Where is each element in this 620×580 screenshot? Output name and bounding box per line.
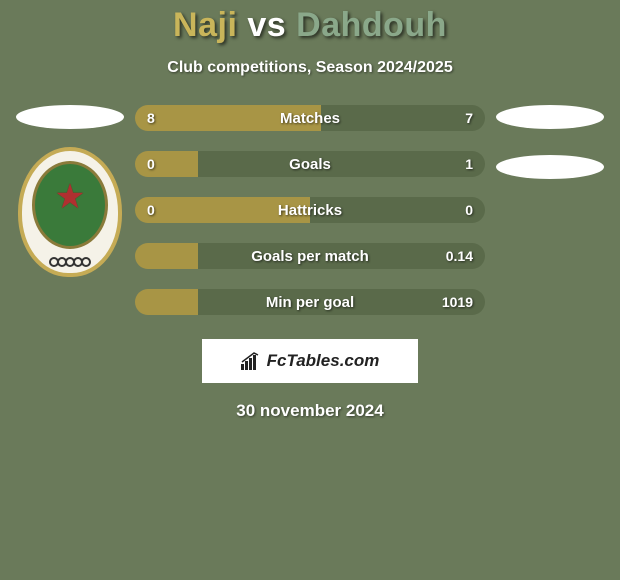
stat-value-right: 0 xyxy=(465,202,473,218)
stat-value-right: 0.14 xyxy=(446,248,473,264)
stats-list: 8 Matches 7 0 Goals 1 0 Hattricks 0 Goals per mat… xyxy=(135,105,485,315)
stat-label: Goals xyxy=(289,156,331,173)
stat-value-left: 8 xyxy=(147,110,155,126)
player1-club-emblem: ★ xyxy=(18,147,122,277)
stat-value-right: 1019 xyxy=(442,294,473,310)
stat-label: Hattricks xyxy=(278,202,342,219)
player2-name-pill xyxy=(496,105,604,129)
date-text: 30 november 2024 xyxy=(236,401,383,421)
bar-chart-icon xyxy=(241,352,261,370)
title-vs: vs xyxy=(247,6,286,44)
stat-row: Min per goal 1019 xyxy=(135,289,485,315)
stat-label: Min per goal xyxy=(266,294,354,311)
stat-bar-left xyxy=(135,243,198,269)
stat-bar-right xyxy=(321,105,486,131)
stat-bar-right xyxy=(198,151,485,177)
stat-row: Goals per match 0.14 xyxy=(135,243,485,269)
title-player2: Dahdouh xyxy=(296,6,447,44)
stat-row: 0 Hattricks 0 xyxy=(135,197,485,223)
stat-value-right: 7 xyxy=(465,110,473,126)
subtitle: Club competitions, Season 2024/2025 xyxy=(167,59,452,77)
right-badge-column xyxy=(490,105,610,197)
stat-bar-left xyxy=(135,151,198,177)
brand-badge[interactable]: FcTables.com xyxy=(202,339,418,383)
stat-label: Goals per match xyxy=(251,248,369,265)
stat-bar-left xyxy=(135,289,198,315)
left-badge-column: ★ xyxy=(10,105,130,277)
star-icon: ★ xyxy=(55,177,85,217)
stat-row: 8 Matches 7 xyxy=(135,105,485,131)
stat-label: Matches xyxy=(280,110,340,127)
title-player1: Naji xyxy=(173,6,237,44)
stat-row: 0 Goals 1 xyxy=(135,151,485,177)
page-title: Naji vs Dahdouh xyxy=(173,6,447,45)
olympic-rings-icon xyxy=(50,257,90,267)
brand-text: FcTables.com xyxy=(267,351,380,371)
player1-name-pill xyxy=(16,105,124,129)
stat-value-left: 0 xyxy=(147,156,155,172)
stat-value-right: 1 xyxy=(465,156,473,172)
player2-club-pill xyxy=(496,155,604,179)
stat-value-left: 0 xyxy=(147,202,155,218)
